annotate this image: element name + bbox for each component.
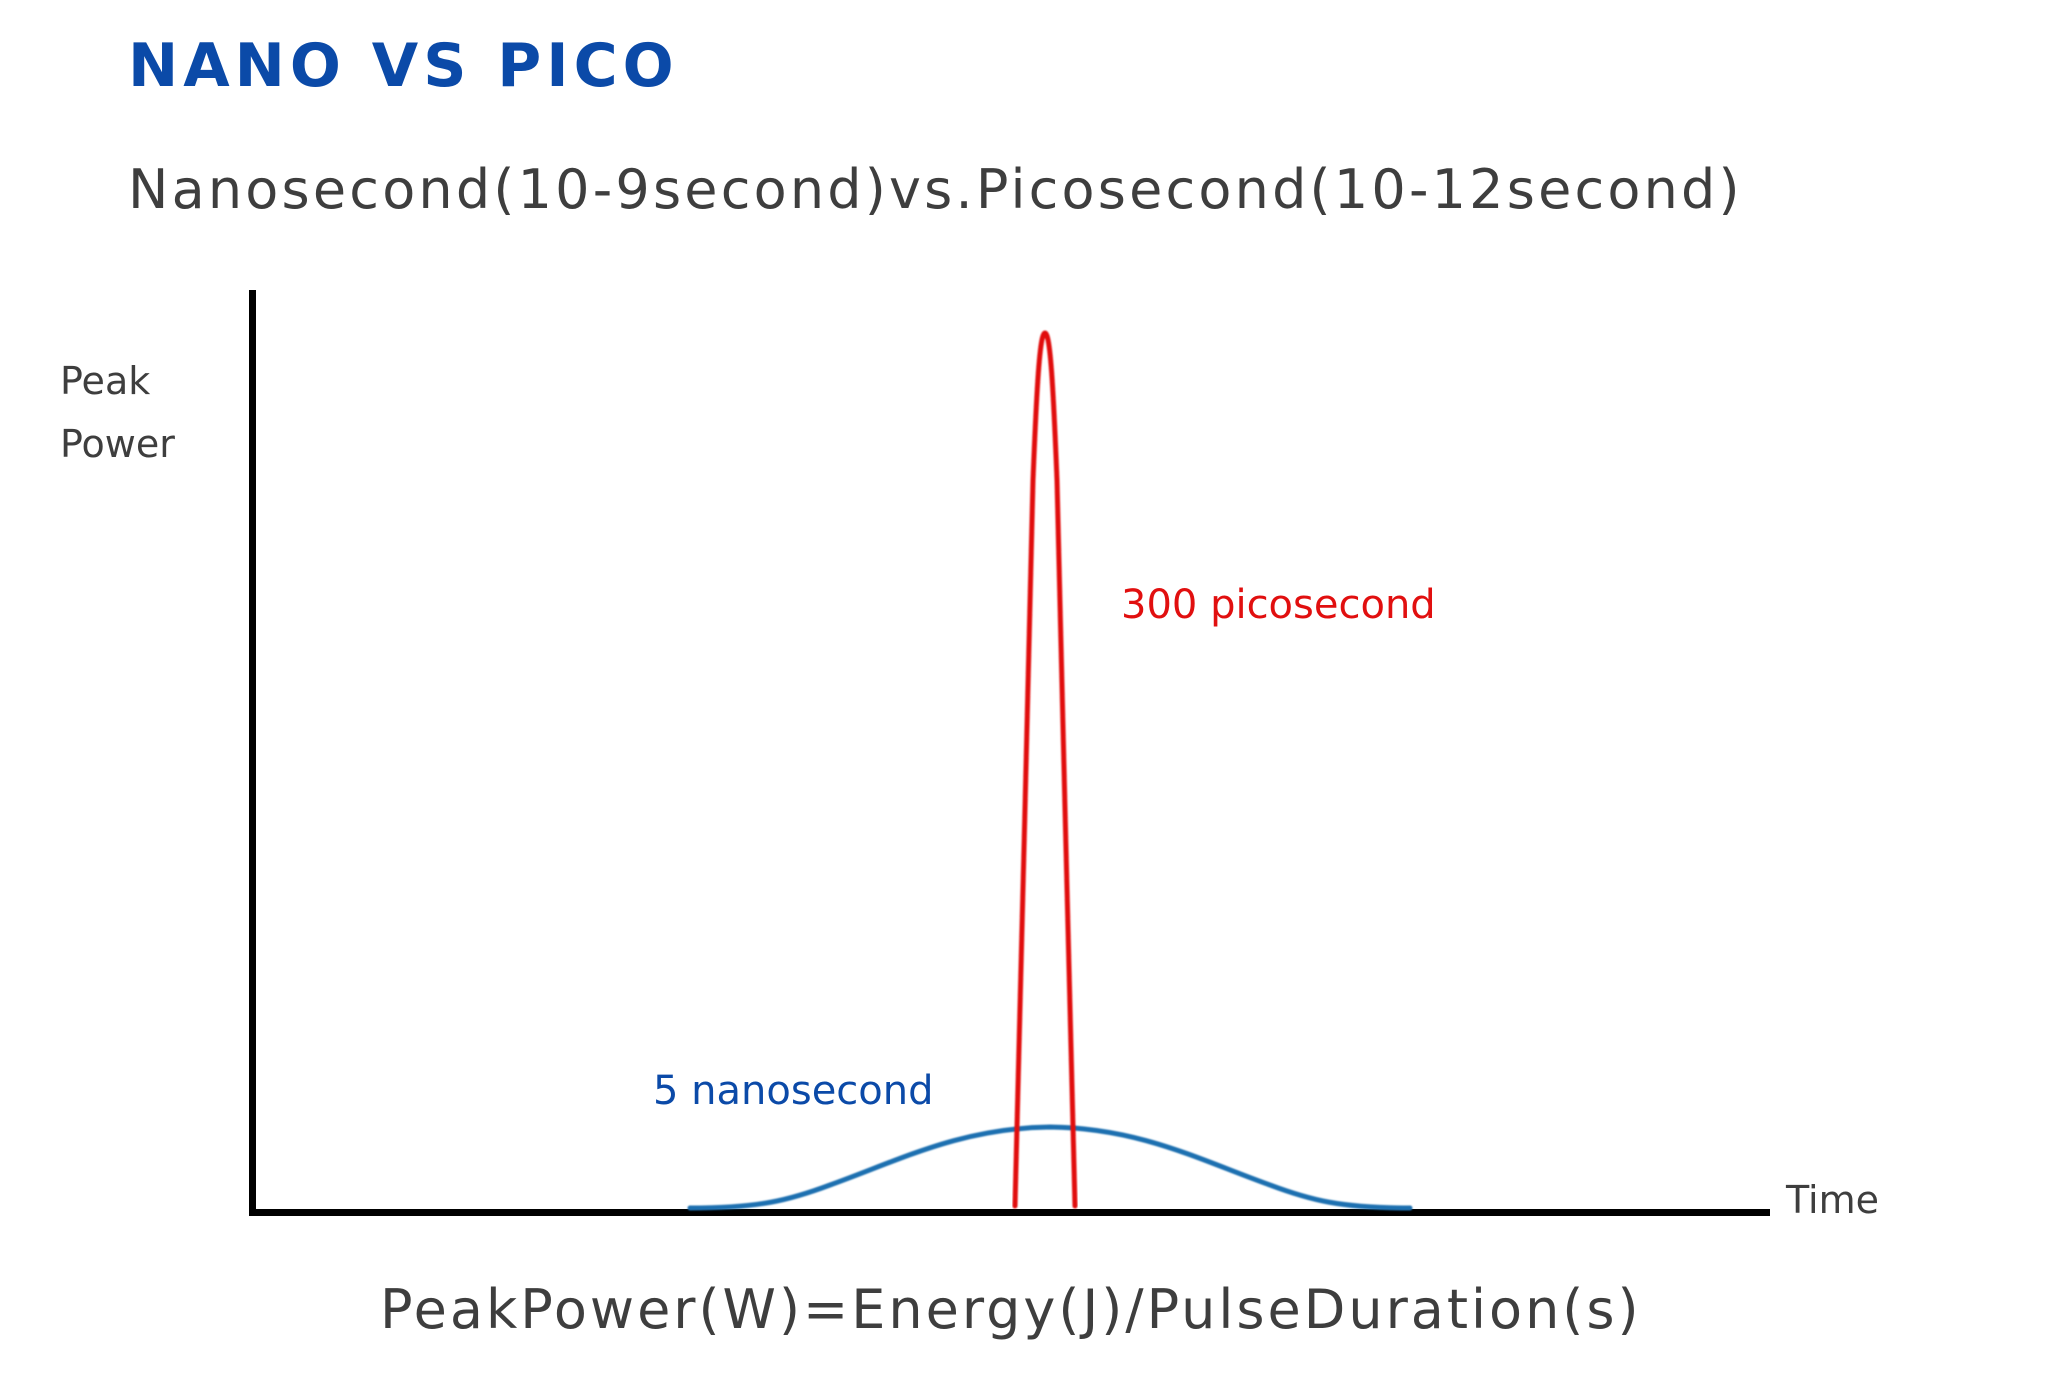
nanosecond-curve <box>687 1124 1413 1211</box>
page-subtitle: Nanosecond(10-9second)vs.Picosecond(10-1… <box>128 158 1743 221</box>
nanosecond-annotation: 5 nanosecond <box>653 1068 934 1114</box>
y-axis-label-line2: Power <box>60 422 175 466</box>
picosecond-curve <box>1012 330 1078 1209</box>
x-axis-label: Time <box>1786 1178 1879 1222</box>
picosecond-annotation: 300 picosecond <box>1121 582 1436 628</box>
x-axis <box>249 1209 1770 1216</box>
page-title: NANO VS PICO <box>128 31 679 101</box>
y-axis-label-line1: Peak <box>60 359 151 403</box>
y-axis <box>249 290 256 1215</box>
peak-power-formula: PeakPower(W)=Energy(J)/PulseDuration(s) <box>380 1278 1642 1341</box>
y-axis-label: Peak Power <box>60 350 175 476</box>
